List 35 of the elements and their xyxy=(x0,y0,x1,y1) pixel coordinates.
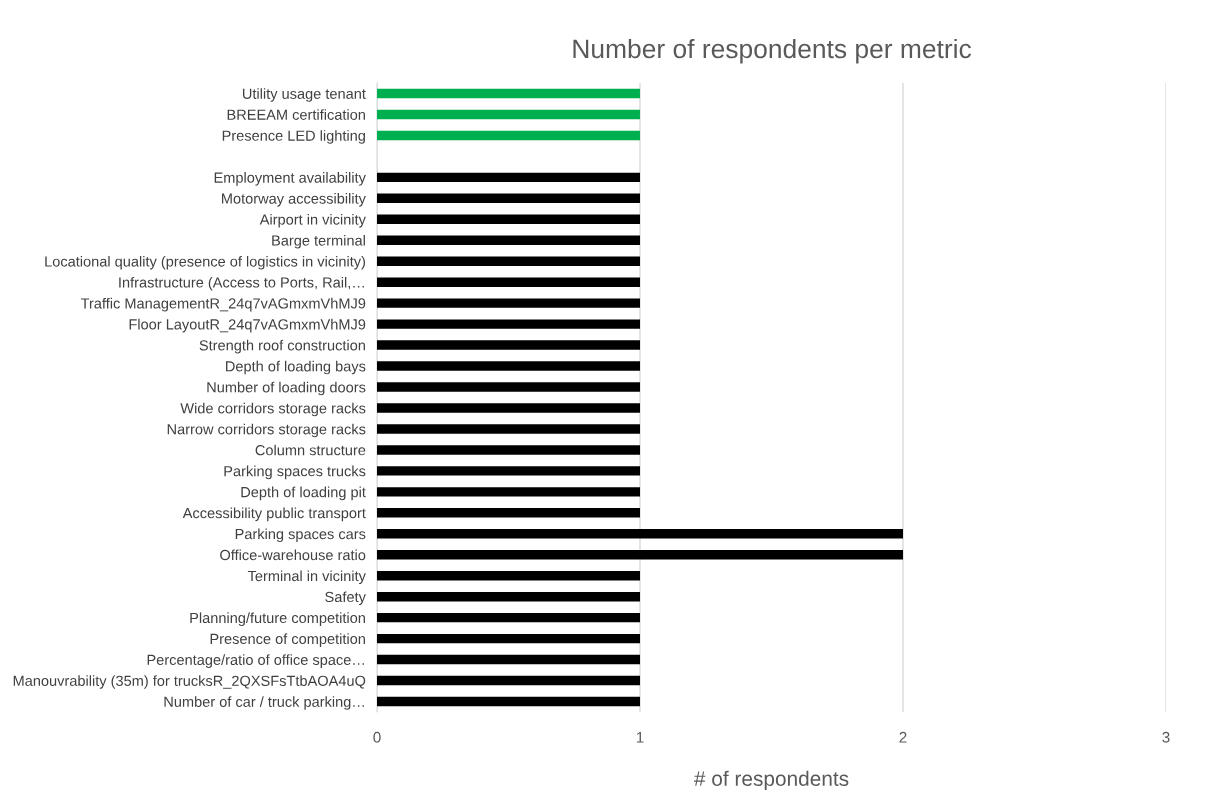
y-tick-label: Terminal in vicinity xyxy=(247,570,366,585)
y-tick-label: Locational quality (presence of logistics in vicinity) xyxy=(45,255,365,270)
y-tick-label: Accessibility public transport xyxy=(182,507,366,522)
y-tick-label: Parking spaces trucks xyxy=(224,465,366,480)
x-axis-title: # of respondents xyxy=(694,770,849,791)
y-tick-label: Wide corridors storage racks xyxy=(180,402,366,417)
y-tick-label: Column structure xyxy=(255,444,366,456)
y-tick-label: Manouvrability (35m) for trucksR_2QXSFsTtbAOA4uQ xyxy=(13,675,366,689)
y-tick-label: Number of loading doors xyxy=(207,381,366,396)
y-tick-label: Strength roof construction xyxy=(199,339,365,354)
y-tick-label: Utility usage tenant xyxy=(242,88,366,102)
y-tick-label: Percentage/ratio of office space… xyxy=(147,654,364,668)
y-tick-label: Parking spaces cars xyxy=(235,528,366,543)
x-tick-label: 3 xyxy=(1162,731,1170,743)
y-tick-label: Office-warehouse ratio xyxy=(220,549,366,561)
x-tick-label: 1 xyxy=(636,732,644,743)
x-tick-label: 2 xyxy=(899,731,907,743)
y-tick-label: BREEAM certification xyxy=(227,109,365,120)
y-tick-label: Depth of loading pit xyxy=(241,486,366,501)
y-tick-label: Depth of loading bays xyxy=(226,360,366,375)
chart-title: Number of respondents per metric xyxy=(573,38,972,64)
y-tick-label: Narrow corridors storage racks xyxy=(167,423,366,438)
y-tick-label: Barge terminal xyxy=(272,234,365,249)
y-tick-label: Floor LayoutR_24q7vAGmxmVhMJ9 xyxy=(129,318,366,333)
y-tick-label: Employment availability xyxy=(214,172,366,186)
y-tick-label: Presence of competition xyxy=(210,633,365,647)
y-tick-label: Safety xyxy=(325,591,366,605)
y-tick-label: Number of car / truck parking… xyxy=(164,696,364,710)
y-tick-label: Airport in vicinity xyxy=(259,214,366,228)
y-tick-label: Planning/future competition xyxy=(190,612,365,626)
y-tick-label: Motorway accessibility xyxy=(222,193,366,207)
y-tick-label: Traffic ManagementR_24q7vAGmxmVhMJ9 xyxy=(80,297,366,312)
y-tick-label: Infrastructure (Access to Ports, Rail,… xyxy=(119,276,364,291)
x-tick-label: 0 xyxy=(373,731,381,743)
y-tick-label: Presence LED lighting xyxy=(222,130,365,144)
